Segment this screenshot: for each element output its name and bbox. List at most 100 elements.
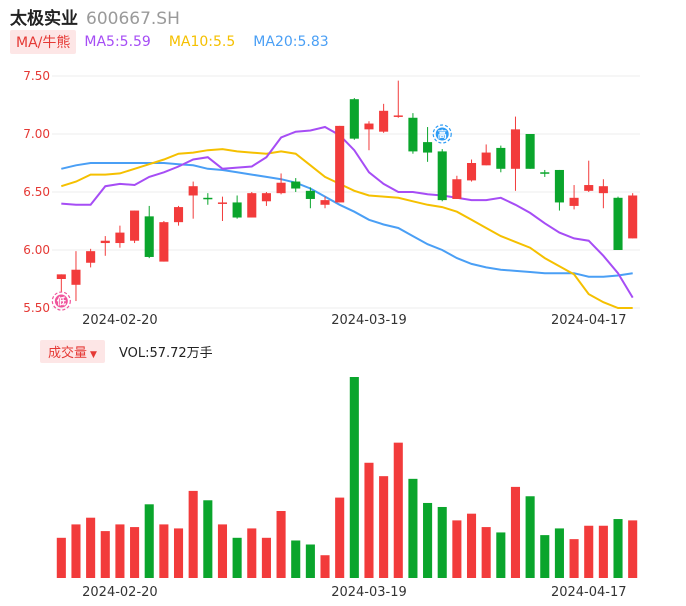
candle bbox=[613, 196, 623, 250]
volume-bar bbox=[261, 537, 271, 578]
candle-body bbox=[525, 134, 535, 169]
candle bbox=[525, 134, 535, 169]
candle bbox=[437, 149, 447, 202]
candle bbox=[217, 196, 228, 221]
volume-indicator-selector[interactable]: 成交量 ▼ bbox=[40, 339, 105, 363]
candle-body bbox=[408, 117, 418, 152]
volume-bar bbox=[276, 511, 286, 578]
candle-body bbox=[56, 274, 66, 279]
candle bbox=[305, 187, 315, 209]
volume-bar bbox=[569, 539, 579, 578]
volume-bar bbox=[159, 524, 169, 578]
candle bbox=[173, 205, 184, 226]
y-tick-label: 7.50 bbox=[23, 69, 50, 83]
stock-code: 600667.SH bbox=[86, 9, 180, 29]
candle-body bbox=[349, 99, 359, 139]
candle-body bbox=[540, 172, 550, 174]
volume-bar bbox=[554, 528, 564, 578]
x-tick-label: 2024-03-19 bbox=[331, 313, 407, 328]
volume-bar bbox=[115, 524, 125, 578]
volume-bar bbox=[130, 527, 140, 578]
candle-body bbox=[496, 147, 506, 169]
candle bbox=[335, 125, 345, 203]
candle-body bbox=[393, 115, 403, 117]
ma10-line bbox=[61, 148, 633, 309]
candle bbox=[71, 251, 81, 302]
volume-bar bbox=[481, 527, 491, 578]
candle bbox=[261, 192, 271, 206]
volume-bar bbox=[466, 513, 477, 578]
volume-bar bbox=[584, 525, 594, 578]
candle-body bbox=[291, 181, 301, 189]
candle-body bbox=[510, 129, 521, 169]
candle bbox=[56, 274, 66, 292]
candle-body bbox=[217, 202, 228, 204]
candle bbox=[100, 236, 110, 256]
candle-body bbox=[100, 240, 110, 244]
volume-bar bbox=[203, 500, 213, 578]
high-marker-dot bbox=[435, 127, 449, 141]
x-tick-label: 2024-04-17 bbox=[551, 313, 627, 328]
stock-header: 太极实业 600667.SH bbox=[10, 4, 180, 29]
candle bbox=[291, 178, 301, 192]
candle bbox=[481, 144, 491, 166]
volume-bar bbox=[496, 532, 506, 578]
volume-bar bbox=[393, 442, 403, 578]
candle-body bbox=[584, 185, 594, 191]
x-tick-label: 2024-04-17 bbox=[551, 585, 627, 600]
candle bbox=[188, 181, 198, 219]
y-tick-label: 7.00 bbox=[23, 127, 50, 141]
candle bbox=[130, 210, 140, 244]
candle-body bbox=[173, 207, 184, 223]
high-marker-ring bbox=[432, 124, 452, 144]
candle bbox=[203, 193, 213, 205]
volume-bar bbox=[173, 528, 184, 578]
volume-bar bbox=[408, 478, 418, 578]
candle bbox=[320, 196, 330, 209]
candle-body bbox=[569, 197, 579, 206]
y-tick-label: 5.50 bbox=[23, 301, 50, 315]
volume-bar bbox=[320, 555, 330, 578]
candle-body bbox=[232, 202, 242, 218]
volume-bar bbox=[247, 528, 257, 578]
candle bbox=[598, 179, 608, 209]
ma20-line bbox=[61, 162, 633, 278]
volume-bar bbox=[437, 506, 447, 578]
candle-body bbox=[247, 193, 257, 218]
candle bbox=[423, 127, 433, 162]
stock-name: 太极实业 bbox=[10, 9, 78, 29]
volume-bar bbox=[144, 504, 154, 578]
x-tick-label: 2024-03-19 bbox=[331, 585, 407, 600]
ma-indicator-selector[interactable]: MA/牛熊 bbox=[10, 30, 77, 54]
candle bbox=[232, 195, 242, 219]
candle-body bbox=[554, 169, 564, 203]
candle bbox=[452, 175, 462, 199]
candle bbox=[159, 221, 169, 262]
volume-bar bbox=[305, 544, 315, 578]
candle-body bbox=[437, 151, 447, 201]
candle-body bbox=[276, 182, 286, 194]
volume-value: VOL:57.72万手 bbox=[118, 345, 213, 361]
volume-bar bbox=[349, 377, 359, 578]
candle-body bbox=[379, 110, 389, 132]
ma10-label: MA10:5.5 bbox=[168, 34, 236, 50]
volume-bar bbox=[188, 490, 198, 578]
volume-bar bbox=[291, 540, 301, 578]
candle-body bbox=[320, 200, 330, 205]
low-marker: 低 bbox=[51, 291, 71, 311]
low-marker-ring bbox=[51, 291, 71, 311]
candle bbox=[569, 185, 579, 210]
candle bbox=[144, 205, 154, 259]
low-marker-dot bbox=[54, 294, 68, 308]
high-marker: 高 bbox=[432, 124, 452, 144]
candle-body bbox=[628, 195, 638, 239]
candle bbox=[408, 113, 418, 154]
y-tick-label: 6.50 bbox=[23, 185, 50, 199]
candle-body bbox=[188, 186, 198, 196]
candle-body bbox=[305, 190, 315, 199]
candle bbox=[584, 160, 594, 192]
candle-body bbox=[115, 232, 125, 244]
candle bbox=[393, 80, 403, 118]
candle bbox=[628, 193, 638, 239]
